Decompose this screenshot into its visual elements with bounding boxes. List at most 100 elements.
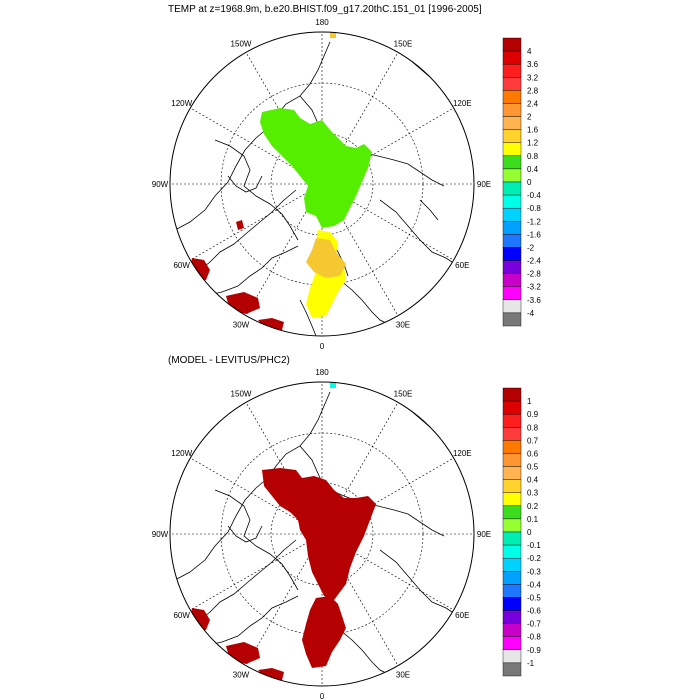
longitude-label: 150E: [394, 390, 413, 399]
longitude-label: 180: [315, 368, 329, 377]
colorbar-swatch: [502, 129, 522, 143]
bottom-map-title: (MODEL - LEVITUS/PHC2): [168, 355, 290, 366]
colorbar-label: -0.9: [527, 646, 541, 655]
meridian-line: [190, 533, 323, 611]
colorbar-label: 2.8: [527, 86, 539, 95]
colorbar-swatch: [502, 440, 522, 454]
colorbar-swatch: [502, 492, 522, 507]
colorbar-label: -0.8: [527, 204, 541, 213]
longitude-label: 60E: [455, 261, 469, 270]
colorbar-swatch: [502, 50, 522, 65]
colorbar-swatch: [502, 400, 522, 415]
colorbar-swatch: [502, 662, 522, 677]
colorbar-label: -3.6: [527, 296, 541, 305]
colorbar-label: 0.9: [527, 410, 539, 419]
colorbar-swatch: [502, 155, 522, 170]
colorbar-swatch: [502, 557, 522, 572]
top-polar-map: 180 150E 120E 90E 60E 30E 0 30W 60W 90W 120W 150W: [152, 18, 491, 351]
colorbar-swatch: [502, 63, 522, 78]
colorbar-label: 0.4: [527, 476, 539, 485]
colorbar-label: 0.7: [527, 436, 539, 445]
colorbar-swatch: [502, 181, 522, 196]
colorbar-swatch: [502, 312, 522, 327]
longitude-label: 30E: [396, 320, 410, 329]
longitude-label: 120W: [171, 99, 192, 108]
colorbar-label: 1.6: [527, 126, 539, 135]
longitude-label: 90E: [477, 180, 491, 189]
colorbar-label: 0.8: [527, 423, 539, 432]
colorbar-swatch: [502, 273, 522, 287]
colorbar-swatch: [502, 544, 522, 559]
longitude-label: 150E: [394, 40, 413, 49]
top-colorbar: 4 3.6 3.2 2.8 2.4 2 1.6 1.2 0.8 0.4 0 -0.4 -0.8 -1.2 -…: [502, 37, 541, 327]
colorbar-label: 0.6: [527, 449, 539, 458]
meridian-line: [190, 183, 323, 261]
colorbar-label: 0.2: [527, 502, 539, 511]
colorbar-swatch: [502, 427, 522, 441]
colorbar-label: 0.3: [527, 489, 539, 498]
colorbar-swatch: [502, 610, 522, 624]
colorbar-label: -0.8: [527, 633, 541, 642]
colorbar-label: -0.4: [527, 580, 541, 589]
top-map-border: [169, 31, 475, 337]
colorbar-label: 0: [527, 178, 532, 187]
colorbar-label: -1.6: [527, 230, 541, 239]
top-longitude-labels: 180 150E 120E 90E 60E 30E 0 30W 60W 90W 120W 150W: [152, 18, 491, 351]
colorbar-swatch: [502, 168, 522, 183]
colorbar-swatch: [502, 531, 522, 546]
top-red-patch-2: [226, 292, 260, 314]
colorbar-label: -0.4: [527, 191, 541, 200]
colorbar-label: 0.8: [527, 152, 539, 161]
colorbar-swatch: [502, 453, 522, 467]
colorbar-swatch: [502, 299, 522, 314]
longitude-label: 90W: [152, 180, 169, 189]
colorbar-swatch: [502, 584, 522, 598]
top-map-title: TEMP at z=1968.9m, b.e20.BHIST.f09_g17.2…: [168, 4, 482, 15]
colorbar-label: 4: [527, 47, 532, 56]
colorbar-label: 3.6: [527, 60, 539, 69]
colorbar-swatch: [502, 260, 522, 274]
colorbar-label: 0.4: [527, 165, 539, 174]
colorbar-label: -4: [527, 309, 535, 318]
colorbar-swatch: [502, 37, 522, 52]
bottom-red-region-north: [262, 468, 376, 600]
bottom-longitude-labels: 180 150E 120E 90E 60E 30E 0 30W 60W 90W 120W 150W: [152, 368, 491, 700]
colorbar-label: -0.5: [527, 593, 541, 602]
colorbar-swatch: [502, 221, 522, 235]
longitude-label: 60W: [173, 611, 190, 620]
colorbar-label: -0.7: [527, 620, 541, 629]
colorbar-label: 2.4: [527, 99, 539, 108]
colorbar-swatch: [502, 194, 522, 209]
bottom-red-region-south: [302, 596, 346, 668]
colorbar-swatch: [502, 505, 522, 520]
longitude-label: 30E: [396, 670, 410, 679]
colorbar-label: -2.8: [527, 270, 541, 279]
top-red-patch-4: [236, 220, 244, 230]
colorbar-swatch: [502, 518, 522, 533]
longitude-label: 30W: [233, 670, 250, 679]
bottom-cyan-dot: [330, 382, 336, 388]
bottom-map-border: [169, 381, 475, 687]
colorbar-swatch: [502, 413, 522, 428]
longitude-label: 120W: [171, 449, 192, 458]
colorbar-swatch: [502, 116, 522, 130]
longitude-label: 90W: [152, 530, 169, 539]
colorbar-swatch: [502, 286, 522, 301]
top-orange-region: [306, 238, 346, 278]
longitude-label: 0: [320, 692, 325, 700]
colorbar-swatch: [502, 623, 522, 637]
colorbar-label: 3.2: [527, 73, 539, 82]
colorbar-swatch: [502, 466, 522, 480]
colorbar-swatch: [502, 90, 522, 104]
colorbar-swatch: [502, 649, 522, 664]
longitude-label: 0: [320, 342, 325, 351]
top-red-patch-1: [190, 258, 210, 282]
longitude-label: 150W: [231, 390, 252, 399]
bottom-red-patch-2: [226, 642, 260, 664]
colorbar-swatch: [502, 247, 522, 261]
colorbar-label: -2: [527, 243, 535, 252]
colorbar-label: -3.2: [527, 283, 541, 292]
longitude-label: 180: [315, 18, 329, 27]
colorbar-swatch: [502, 207, 522, 222]
